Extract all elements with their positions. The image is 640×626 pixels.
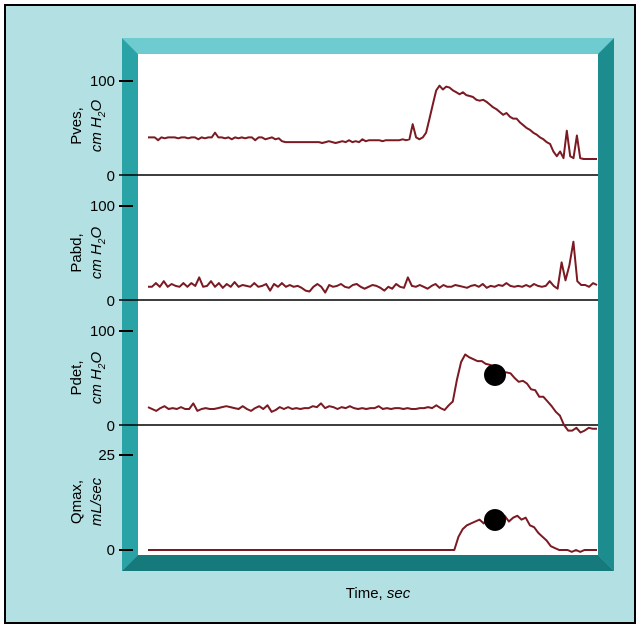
pves-label: Pves, [68, 107, 85, 145]
pves-trace [148, 84, 597, 160]
qmax-max-marker [484, 509, 506, 531]
pdet-label: Pdet, [68, 360, 85, 395]
panel-qmax: Qmax, mL/sec 25 0 [68, 447, 597, 559]
pves-tick-0: 0 [107, 168, 115, 185]
frame-bevel-top [122, 38, 614, 54]
pdet-unit-label: cm H2O [88, 352, 108, 405]
qmax-unit-label: mL/sec [88, 477, 105, 526]
pves-unit-label: cm H2O [88, 100, 108, 153]
panel-pves: Pves, cm H2O 100 0 [68, 73, 598, 185]
pdet-tick-100: 100 [90, 323, 115, 340]
pabd-tick-100: 100 [90, 198, 115, 215]
qmax-tick-0: 0 [107, 542, 115, 559]
x-axis-label: Time, sec [346, 585, 411, 602]
pdet-max-marker [484, 364, 506, 386]
frame-bevel-bottom [122, 555, 614, 571]
pdet-tick-0: 0 [107, 418, 115, 435]
pves-tick-100: 100 [90, 73, 115, 90]
pabd-tick-0: 0 [107, 293, 115, 310]
frame-bevel-left [122, 38, 138, 571]
qmax-label: Qmax, [68, 480, 85, 524]
pabd-trace [148, 240, 598, 294]
pdet-trace [147, 353, 597, 434]
qmax-trace [148, 514, 597, 553]
panel-pdet: Pdet, cm H2O 100 0 [68, 323, 598, 435]
panel-pabd: Pabd, cm H2O 100 0 [68, 198, 598, 310]
qmax-tick-25: 25 [98, 447, 115, 464]
pabd-label: Pabd, [68, 233, 85, 272]
frame-bevel-right [598, 38, 614, 571]
plot-area [138, 54, 598, 555]
pabd-unit-label: cm H2O [88, 227, 108, 280]
